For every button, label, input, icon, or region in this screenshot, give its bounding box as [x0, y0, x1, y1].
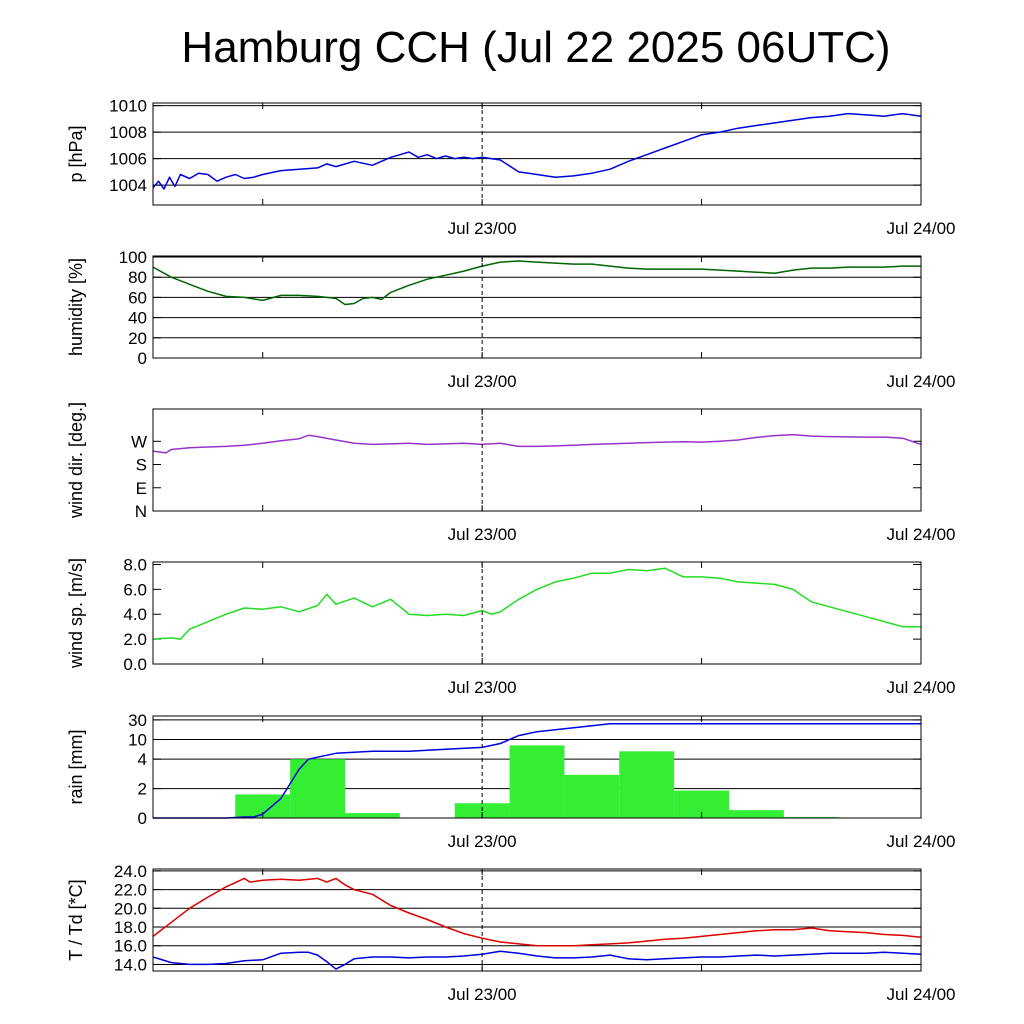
- x-tick-label: Jul 23/00: [448, 985, 517, 1004]
- series-line-0: [152, 433, 922, 454]
- panel-0: 1004 1006 1008 1010 Jul 23/00 Jul 24/00 p [hPa…: [66, 97, 956, 238]
- y-tick-label: 0: [138, 809, 147, 828]
- panel-frame: [152, 408, 922, 512]
- x-tick-label: Jul 24/00: [887, 219, 956, 238]
- panel-frame: [152, 715, 922, 819]
- y-tick-label: 14.0: [114, 955, 147, 974]
- panel-5: 14.016.018.020.022.024.0 Jul 23/00 Jul 24/…: [66, 862, 956, 1004]
- y-tick-label: 16.0: [114, 937, 147, 956]
- y-tick-label: 100: [119, 248, 147, 267]
- y-tick-label: 40: [128, 309, 147, 328]
- rain-bar: [729, 810, 784, 818]
- x-tick-label: Jul 23/00: [448, 219, 517, 238]
- x-tick-label: Jul 24/00: [887, 678, 956, 697]
- panel-frame: [152, 102, 922, 206]
- x-tick-label: Jul 23/00: [448, 525, 517, 544]
- y-tick-label: 80: [128, 268, 147, 287]
- series-line-0: [152, 877, 922, 947]
- series-line-0: [152, 567, 921, 640]
- x-tick-label: Jul 23/00: [448, 372, 517, 391]
- panel-frame: [152, 255, 922, 359]
- y-tick-label: 1010: [109, 97, 147, 116]
- y-tick-label: 30: [128, 711, 147, 730]
- rain-bar: [509, 745, 565, 818]
- y-tick-label: 24.0: [114, 862, 147, 881]
- panel-frame: [152, 561, 922, 665]
- y-tick-label: 1006: [109, 150, 147, 169]
- y-tick-label: 60: [128, 288, 147, 307]
- rain-bar: [345, 813, 400, 818]
- y-tick-label: S: [136, 456, 147, 475]
- series-line-0: [152, 112, 922, 190]
- rain-bar: [235, 794, 291, 818]
- y-tick-label: 0.0: [123, 655, 147, 674]
- y-tick-label: 1008: [109, 123, 147, 142]
- series-line-1: [152, 950, 922, 970]
- x-tick-label: Jul 24/00: [887, 372, 956, 391]
- y-axis-label: wind sp. [m/s]: [66, 558, 86, 669]
- y-tick-label: 1004: [109, 176, 147, 195]
- x-tick-label: Jul 23/00: [448, 678, 517, 697]
- y-tick-label: 0: [138, 349, 147, 368]
- chart-title: Hamburg CCH (Jul 22 2025 06UTC): [181, 23, 890, 72]
- y-axis-label: p [hPa]: [66, 125, 86, 182]
- y-axis-label: rain [mm]: [66, 729, 86, 804]
- panel-frame: [152, 868, 922, 972]
- y-tick-label: W: [131, 432, 147, 451]
- x-tick-label: Jul 24/00: [887, 832, 956, 851]
- y-tick-label: 2.0: [123, 630, 147, 649]
- y-tick-label: 4.0: [123, 605, 147, 624]
- x-tick-label: Jul 23/00: [448, 832, 517, 851]
- x-tick-label: Jul 24/00: [887, 525, 956, 544]
- y-tick-label: 20.0: [114, 899, 147, 918]
- y-axis-label: humidity [%]: [66, 258, 86, 356]
- y-tick-label: 10: [128, 731, 147, 750]
- y-tick-label: 2: [138, 780, 147, 799]
- y-tick-label: 4: [138, 750, 147, 769]
- rain-bar: [290, 759, 345, 818]
- rain-bar: [619, 751, 675, 818]
- y-tick-label: 8.0: [123, 555, 147, 574]
- y-tick-label: N: [135, 502, 147, 521]
- panel-3: 0.0 2.0 4.0 6.0 8.0 Jul 23/00 Jul 24/00 wind sp…: [66, 555, 956, 697]
- rain-bar: [564, 774, 620, 818]
- y-tick-label: 6.0: [123, 580, 147, 599]
- y-tick-label: 20: [128, 329, 147, 348]
- y-axis-label: T / Td [*C]: [66, 879, 86, 960]
- y-tick-label: 18.0: [114, 918, 147, 937]
- x-tick-label: Jul 24/00: [887, 985, 956, 1004]
- y-tick-label: 22.0: [114, 881, 147, 900]
- series-line-0: [152, 260, 921, 306]
- y-tick-label: E: [136, 479, 147, 498]
- y-axis-label: wind dir. [deg.]: [66, 402, 86, 519]
